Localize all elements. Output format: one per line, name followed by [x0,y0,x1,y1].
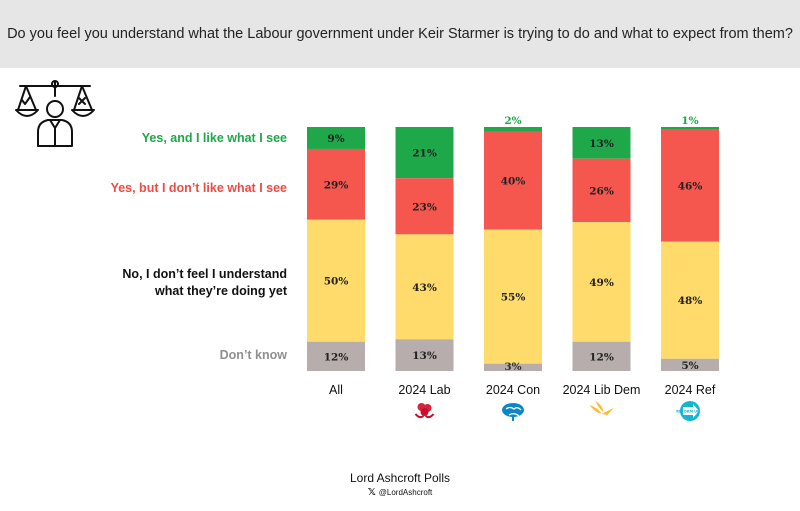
bar-segment-3-2 [572,222,631,342]
x-logo-icon: 𝕏 [367,487,376,498]
bar-segment-2-2 [484,229,542,364]
bar-segment-2-3 [484,363,542,371]
category-label-4: 2024 Ref [665,383,716,397]
twitter-handle: @LordAshcroft [378,488,433,497]
bar-segment-3-1 [572,158,631,223]
data-label-2-2: 55% [501,292,526,304]
data-label-3-2: 49% [589,277,614,289]
data-label-4-0: 1% [681,115,698,127]
bar-segment-2-1 [484,131,542,230]
data-label-3-1: 26% [589,185,614,197]
row-label-yes-dislike: Yes, but I don’t like what I see [110,181,287,195]
bar-segment-2-0 [484,127,542,132]
category-label-0: All [329,383,343,397]
data-label-0-3: 12% [324,351,349,363]
data-label-2-0: 2% [504,115,521,127]
data-label-0-2: 50% [324,276,349,288]
bar-segment-4-2 [661,241,719,359]
data-label-2-1: 40% [501,176,526,188]
labour-rose-icon [414,403,435,419]
libdem-bird-icon [589,401,614,415]
reform-logo-icon: REFORM UK [676,401,700,421]
bar-segment-0-2 [307,219,365,342]
bar-segment-1-3 [395,339,454,371]
question-header: Do you feel you understand what the Labo… [0,0,800,68]
bar-segment-0-1 [307,148,365,220]
scales-of-justice-icon [15,80,95,147]
data-label-1-3: 13% [412,350,437,362]
category-label-1: 2024 Lab [398,383,450,397]
conservative-tree-icon [502,403,524,421]
data-label-4-1: 46% [678,181,703,193]
data-label-1-2: 43% [412,282,437,294]
data-label-0-0: 9% [327,133,344,145]
bar-segment-1-0 [395,127,454,179]
bar-segment-3-0 [572,127,631,159]
bar-segment-1-1 [395,178,454,235]
data-label-1-1: 23% [412,201,437,213]
data-label-3-3: 12% [589,351,614,363]
row-label-dont-know: Don’t know [219,348,287,362]
question-title: Do you feel you understand what the Labo… [7,26,793,42]
row-label-no-understand-line1: No, I don’t feel I understand [122,267,287,281]
row-label-no-understand-line2: what they’re doing yet [155,284,287,298]
row-label-yes-like: Yes, and I like what I see [141,131,287,145]
bar-segment-0-0 [307,127,365,149]
row-label-no-understand: No, I don’t feel I understand what they’… [122,266,287,300]
bar-segment-1-2 [395,234,454,340]
data-label-2-3: 3% [504,361,521,373]
bar-segment-0-3 [307,341,365,371]
data-label-4-3: 5% [681,360,698,372]
bar-segment-4-3 [661,358,719,371]
bar-segment-4-0 [661,127,719,130]
data-label-0-1: 29% [324,179,349,191]
bar-segment-4-1 [661,129,719,242]
category-label-3: 2024 Lib Dem [563,383,641,397]
footer-handle: 𝕏 @LordAshcroft [0,487,800,498]
reform-badge-text: REFORM UK [676,410,700,414]
data-label-4-2: 48% [678,295,703,307]
data-label-3-0: 13% [589,138,614,150]
data-label-1-0: 21% [412,148,437,160]
footer-title: Lord Ashcroft Polls [349,471,451,485]
category-label-2: 2024 Con [486,383,540,397]
bar-segment-3-3 [572,341,631,371]
